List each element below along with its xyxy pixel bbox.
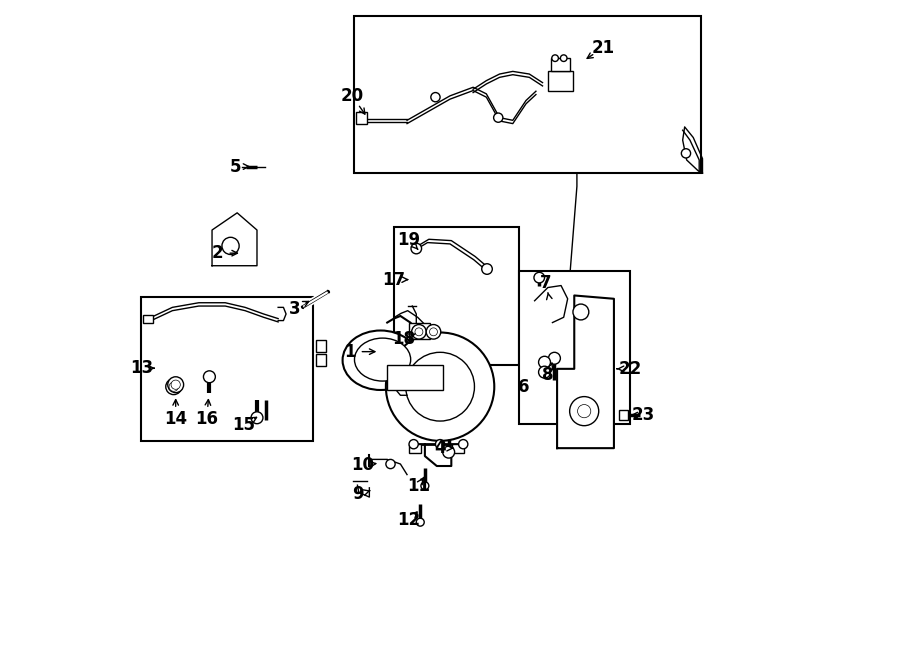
Circle shape bbox=[561, 55, 567, 61]
Circle shape bbox=[538, 366, 551, 378]
Bar bbox=[409, 444, 421, 453]
Circle shape bbox=[570, 397, 599, 426]
Circle shape bbox=[482, 264, 492, 274]
Text: 22: 22 bbox=[618, 360, 642, 378]
Text: 14: 14 bbox=[164, 410, 187, 428]
Text: 6: 6 bbox=[518, 377, 530, 396]
Text: 12: 12 bbox=[398, 510, 420, 529]
Bar bbox=[548, 71, 573, 91]
Text: 2: 2 bbox=[212, 244, 223, 262]
Circle shape bbox=[415, 328, 423, 336]
Text: 11: 11 bbox=[407, 477, 430, 495]
Bar bbox=[409, 323, 430, 339]
Circle shape bbox=[548, 352, 561, 364]
Text: 23: 23 bbox=[632, 406, 655, 424]
Circle shape bbox=[386, 459, 395, 469]
Text: 21: 21 bbox=[592, 38, 615, 57]
Circle shape bbox=[386, 332, 494, 441]
Circle shape bbox=[578, 405, 590, 418]
Bar bbox=[519, 271, 631, 424]
Bar bbox=[551, 58, 570, 71]
Text: 15: 15 bbox=[232, 416, 256, 434]
Text: 4: 4 bbox=[435, 439, 446, 457]
Text: 16: 16 bbox=[195, 410, 219, 428]
Bar bbox=[394, 227, 519, 365]
Text: 1: 1 bbox=[344, 342, 356, 361]
Text: 3: 3 bbox=[289, 299, 301, 318]
Circle shape bbox=[417, 518, 424, 526]
Circle shape bbox=[169, 382, 178, 391]
Circle shape bbox=[251, 412, 263, 424]
Circle shape bbox=[443, 446, 454, 458]
Text: 19: 19 bbox=[398, 231, 420, 249]
Text: 20: 20 bbox=[340, 87, 364, 105]
Circle shape bbox=[171, 380, 180, 389]
Polygon shape bbox=[557, 295, 614, 448]
Bar bbox=[143, 315, 153, 323]
Text: 18: 18 bbox=[392, 330, 415, 348]
Bar bbox=[317, 354, 326, 366]
Text: 8: 8 bbox=[542, 366, 554, 385]
Bar bbox=[355, 16, 701, 173]
Circle shape bbox=[552, 55, 558, 61]
Circle shape bbox=[167, 377, 184, 393]
Circle shape bbox=[538, 356, 551, 368]
Circle shape bbox=[534, 272, 544, 283]
Circle shape bbox=[409, 440, 419, 449]
Circle shape bbox=[203, 371, 215, 383]
Ellipse shape bbox=[355, 338, 410, 381]
Polygon shape bbox=[212, 213, 257, 266]
Ellipse shape bbox=[343, 330, 418, 390]
Circle shape bbox=[493, 113, 503, 122]
Bar bbox=[317, 340, 326, 352]
Circle shape bbox=[431, 93, 440, 102]
Circle shape bbox=[406, 352, 474, 421]
Bar bbox=[356, 112, 366, 124]
Bar bbox=[387, 365, 444, 390]
Text: 9: 9 bbox=[352, 485, 364, 504]
Circle shape bbox=[411, 243, 421, 254]
Circle shape bbox=[459, 440, 468, 449]
Text: 7: 7 bbox=[540, 274, 552, 292]
Circle shape bbox=[681, 149, 690, 158]
Bar bbox=[452, 444, 464, 453]
Text: 17: 17 bbox=[382, 270, 405, 289]
Text: 5: 5 bbox=[230, 157, 241, 176]
Circle shape bbox=[222, 237, 239, 254]
Circle shape bbox=[573, 304, 589, 320]
Text: 13: 13 bbox=[130, 359, 153, 377]
Circle shape bbox=[421, 482, 428, 490]
Circle shape bbox=[166, 379, 182, 395]
Circle shape bbox=[429, 328, 437, 336]
Circle shape bbox=[427, 325, 441, 339]
Bar bbox=[141, 297, 313, 441]
Circle shape bbox=[436, 440, 445, 449]
Bar bbox=[618, 410, 628, 420]
Text: 10: 10 bbox=[351, 456, 374, 475]
Circle shape bbox=[411, 325, 427, 339]
